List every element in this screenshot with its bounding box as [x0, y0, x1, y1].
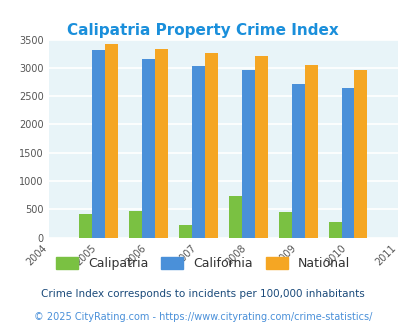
Bar [228, 196, 241, 238]
Bar [92, 50, 105, 238]
Bar [142, 59, 155, 238]
Bar [341, 88, 354, 238]
Bar [254, 56, 267, 238]
Legend: Calipatria, California, National: Calipatria, California, National [51, 252, 354, 275]
Text: Crime Index corresponds to incidents per 100,000 inhabitants: Crime Index corresponds to incidents per… [41, 289, 364, 299]
Bar [192, 66, 205, 238]
Text: Calipatria Property Crime Index: Calipatria Property Crime Index [67, 23, 338, 38]
Bar [328, 222, 341, 238]
Bar [129, 211, 142, 238]
Bar [105, 44, 118, 238]
Bar [79, 214, 92, 238]
Bar [205, 53, 217, 238]
Bar [354, 70, 367, 238]
Bar [278, 212, 291, 238]
Bar [291, 84, 304, 238]
Text: © 2025 CityRating.com - https://www.cityrating.com/crime-statistics/: © 2025 CityRating.com - https://www.city… [34, 312, 371, 322]
Bar [179, 225, 192, 238]
Bar [155, 49, 168, 238]
Bar [241, 70, 254, 238]
Bar [304, 65, 317, 238]
